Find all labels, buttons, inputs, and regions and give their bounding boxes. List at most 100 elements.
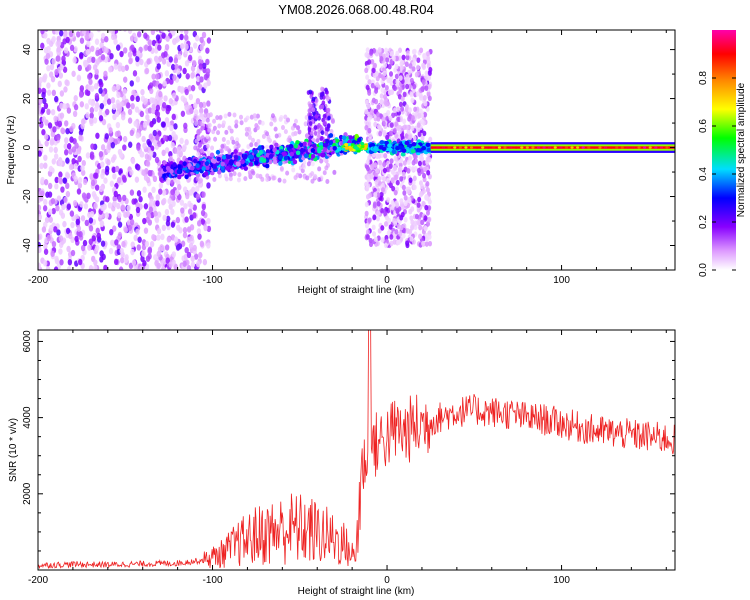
x-tick-label: -100 xyxy=(203,275,223,286)
heatmap-cell xyxy=(38,97,43,105)
heatmap-cell xyxy=(124,254,129,261)
heatmap-cell xyxy=(126,102,131,109)
heatmap-cell xyxy=(286,137,291,143)
heatmap-cell xyxy=(220,143,225,149)
heatmap-cell xyxy=(190,84,196,92)
heatmap-cell xyxy=(88,117,94,125)
heatmap-cell xyxy=(415,64,420,71)
heatmap-cell xyxy=(404,104,409,110)
heatmap-cell xyxy=(147,45,152,52)
heatmap-cell xyxy=(44,30,49,32)
heatmap-cell xyxy=(171,259,176,266)
heatmap-cell xyxy=(376,111,381,118)
heatmap-cell xyxy=(421,188,426,194)
heatmap-cell xyxy=(81,192,87,199)
heatmap-cell xyxy=(326,123,331,129)
heatmap-cell xyxy=(514,146,518,149)
heatmap-cell xyxy=(221,136,226,142)
heatmap-cell xyxy=(421,200,426,207)
heatmap-cell xyxy=(314,114,319,119)
heatmap-cell xyxy=(401,54,406,61)
heatmap-cell xyxy=(76,147,82,155)
heatmap-cell xyxy=(252,113,257,119)
heatmap-cell xyxy=(89,107,95,114)
heatmap-cell xyxy=(94,196,100,203)
heatmap-cell xyxy=(156,63,161,70)
heatmap-cell xyxy=(146,138,151,146)
heatmap-cell xyxy=(65,127,70,135)
heatmap-cell xyxy=(283,155,289,161)
heatmap-cell xyxy=(92,117,98,124)
heatmap-cell xyxy=(184,139,189,146)
heatmap-cell xyxy=(171,30,176,36)
heatmap-cell xyxy=(376,104,381,110)
heatmap-cell xyxy=(80,164,85,172)
heatmap-cell xyxy=(419,47,424,54)
heatmap-cell xyxy=(189,234,194,242)
heatmap-cell xyxy=(486,146,490,149)
heatmap-cell xyxy=(382,70,387,77)
heatmap-cell xyxy=(272,159,278,165)
heatmap-cell xyxy=(89,173,94,180)
heatmap-cell xyxy=(219,148,224,154)
heatmap-cell xyxy=(203,171,209,176)
heatmap-cell xyxy=(154,260,159,267)
heatmap-cell xyxy=(475,146,479,149)
heatmap-cell xyxy=(152,175,158,183)
heatmap-cell xyxy=(386,197,391,203)
heatmap-cell xyxy=(147,169,152,177)
heatmap-cell xyxy=(112,225,117,232)
heatmap-cell xyxy=(44,133,49,140)
heatmap-cell xyxy=(161,102,167,109)
heatmap-cell xyxy=(194,138,199,144)
heatmap-cell xyxy=(469,146,474,149)
heatmap-cell xyxy=(378,145,384,150)
heatmap-cell xyxy=(142,121,148,128)
heatmap-cell xyxy=(62,177,67,184)
heatmap-cell xyxy=(108,30,113,33)
heatmap-cell xyxy=(142,142,147,150)
heatmap-cell xyxy=(111,85,117,92)
heatmap-cell xyxy=(344,146,349,150)
snr-frame xyxy=(37,329,676,571)
heatmap-cell xyxy=(308,103,312,109)
heatmap-cell xyxy=(212,158,217,164)
heatmap-cell xyxy=(134,176,140,183)
heatmap-cell xyxy=(376,116,381,122)
heatmap-cell xyxy=(324,131,329,137)
heatmap-cell xyxy=(169,120,175,127)
heatmap-cell xyxy=(77,182,83,189)
heatmap-cell xyxy=(404,140,410,146)
heatmap-cell xyxy=(302,159,307,165)
heatmap-cell xyxy=(182,186,188,193)
heatmap-cell xyxy=(203,73,209,81)
heatmap-cell xyxy=(401,233,406,239)
heatmap-cell xyxy=(403,78,408,85)
heatmap-cell xyxy=(164,208,170,216)
heatmap-cell xyxy=(138,124,144,131)
heatmap-cell xyxy=(200,218,206,225)
heatmap-cell xyxy=(120,65,126,73)
heatmap-cell xyxy=(142,186,147,193)
heatmap-cell xyxy=(93,259,98,266)
heatmap-cell xyxy=(210,145,215,151)
heatmap-cell xyxy=(165,220,171,227)
heatmap-cell xyxy=(64,149,69,156)
heatmap-cell xyxy=(170,208,175,215)
heatmap-cell xyxy=(421,145,427,151)
x-tick-label: -200 xyxy=(28,575,48,586)
heatmap-cell xyxy=(417,196,422,203)
heatmap-cell xyxy=(420,135,425,141)
heatmap-cell xyxy=(65,227,71,235)
heatmap-cell xyxy=(56,229,61,236)
heatmap-cell xyxy=(98,87,103,94)
heatmap-cell xyxy=(325,178,330,184)
heatmap-cell xyxy=(47,191,53,198)
heatmap-cell xyxy=(291,131,296,137)
heatmap-cell xyxy=(365,74,370,80)
heatmap-cell xyxy=(69,125,74,133)
heatmap-cell xyxy=(229,159,234,165)
heatmap-cell xyxy=(420,183,425,190)
heatmap-cell xyxy=(166,121,171,128)
